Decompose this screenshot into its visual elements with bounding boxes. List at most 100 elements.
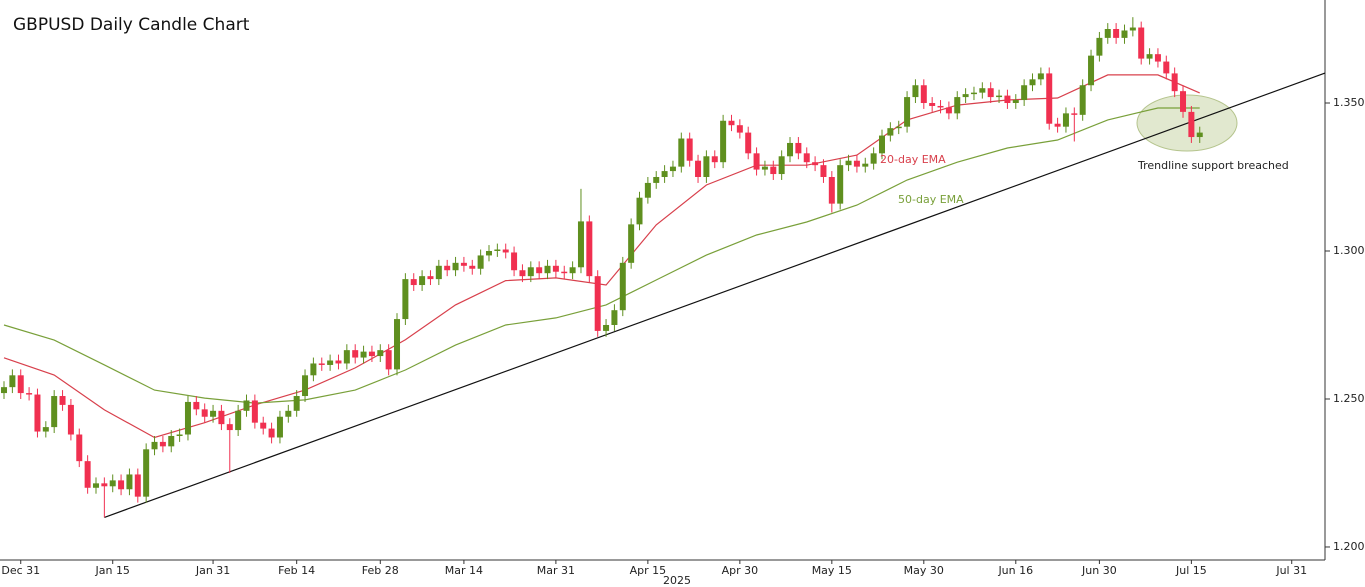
candle-body — [285, 410, 292, 417]
candle-body — [770, 166, 777, 175]
candle-body — [945, 107, 952, 114]
candle-body — [920, 85, 927, 104]
candle-body — [1004, 95, 1011, 104]
candle-body — [109, 480, 116, 487]
candle-body — [628, 224, 635, 263]
candle-body — [678, 138, 685, 167]
candle-body — [552, 265, 559, 272]
candle-body — [268, 428, 275, 438]
x-axis-label: 2025 — [663, 574, 691, 587]
candle-body — [1062, 113, 1069, 127]
candle-body — [168, 435, 175, 447]
candle-body — [929, 103, 936, 106]
x-tick-label: Apr 15 — [630, 564, 667, 577]
candle-body — [210, 410, 217, 417]
candle-body — [1180, 91, 1187, 112]
candle-body — [887, 128, 894, 136]
candle-body — [410, 279, 417, 286]
candle-body — [845, 160, 852, 166]
series-label: 20-day EMA — [880, 153, 946, 166]
x-tick-label: Jan 31 — [195, 564, 230, 577]
candle-body — [954, 97, 961, 114]
candle-body — [778, 156, 785, 175]
candle-body — [84, 461, 91, 488]
candle-body — [59, 396, 66, 405]
x-tick-label: Jun 30 — [1081, 564, 1117, 577]
candle-body — [176, 434, 183, 436]
candle-body — [276, 416, 283, 438]
candle-body — [695, 160, 702, 177]
y-tick-label: 1.2500 — [1333, 392, 1365, 405]
candle-body — [711, 156, 718, 163]
candle-body — [720, 120, 727, 163]
candle-body — [151, 441, 158, 450]
x-tick-label: May 15 — [812, 564, 852, 577]
candle-body — [1021, 85, 1028, 101]
candle-body — [912, 85, 919, 98]
candle-body — [1029, 79, 1036, 86]
candle-body — [728, 120, 735, 126]
candle-body — [494, 249, 501, 251]
candle-body — [226, 424, 233, 431]
candle-body — [184, 401, 191, 435]
candle-body — [67, 404, 74, 435]
chart-title: GBPUSD Daily Candle Chart — [13, 15, 250, 35]
candle-body — [118, 480, 125, 490]
candle-body — [318, 363, 325, 365]
candle-body — [653, 176, 660, 183]
candle-body — [42, 427, 49, 432]
trendline — [104, 72, 1326, 518]
candle-body — [878, 135, 885, 154]
candle-body — [761, 166, 768, 170]
candle-body — [1113, 29, 1120, 38]
x-tick-label: Feb 14 — [278, 564, 315, 577]
candle-body — [1188, 111, 1195, 138]
candle-body — [1071, 113, 1078, 115]
candle-body — [787, 142, 794, 157]
candle-body — [1037, 73, 1044, 80]
candle-body — [1163, 61, 1170, 74]
candle-body — [193, 401, 200, 410]
candle-body — [34, 394, 41, 432]
candle-body — [92, 483, 99, 488]
candle-body — [569, 267, 576, 274]
candle-body — [544, 265, 551, 274]
y-tick-label: 1.3500 — [1333, 96, 1365, 109]
candle-body — [452, 262, 459, 271]
candle-body — [1104, 29, 1111, 38]
candle-body — [302, 375, 309, 397]
candle-body — [1121, 30, 1128, 38]
candle-body — [260, 422, 267, 429]
candle-body — [661, 171, 668, 177]
candle-body — [101, 483, 108, 487]
candle-body — [485, 250, 492, 256]
candle-body — [310, 363, 317, 376]
x-tick-label: Mar 31 — [537, 564, 575, 577]
candle-body — [1, 387, 8, 394]
candle-body — [1129, 27, 1136, 31]
candle-body — [1171, 73, 1178, 92]
x-tick-label: Dec 31 — [1, 564, 40, 577]
candle-body — [17, 375, 24, 394]
x-tick-label: May 30 — [904, 564, 944, 577]
candle-body — [1054, 123, 1061, 127]
candle-body — [937, 105, 944, 108]
candle-body — [460, 262, 467, 266]
candle-body — [686, 138, 693, 161]
candle-body — [703, 156, 710, 177]
candle-body — [895, 126, 902, 129]
candle-body — [385, 350, 392, 370]
candle-body — [293, 396, 300, 411]
candle-body — [820, 165, 827, 177]
candle-body — [143, 449, 150, 497]
y-tick-label: 1.2000 — [1333, 540, 1365, 553]
candle-body — [962, 94, 969, 98]
candle-body — [159, 441, 166, 447]
candle-body — [9, 375, 16, 388]
candle-body — [343, 350, 350, 364]
candle-body — [1138, 27, 1145, 59]
candle-body — [251, 400, 258, 423]
candle-body — [870, 153, 877, 164]
